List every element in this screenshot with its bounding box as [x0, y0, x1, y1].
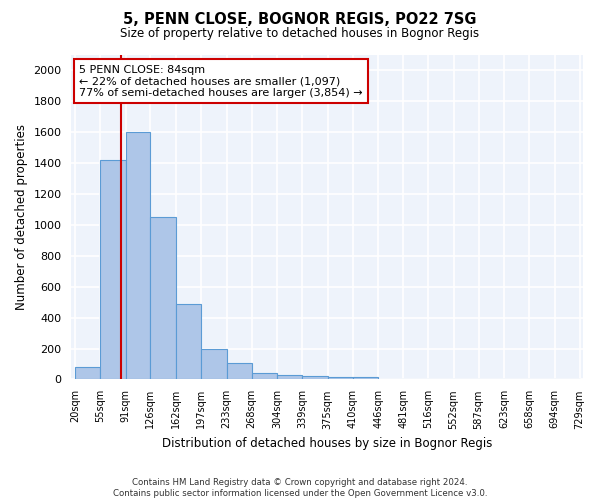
Bar	[201, 348, 227, 380]
Text: Size of property relative to detached houses in Bognor Regis: Size of property relative to detached ho…	[121, 28, 479, 40]
Bar	[125, 132, 151, 380]
Text: 5 PENN CLOSE: 84sqm
← 22% of detached houses are smaller (1,097)
77% of semi-det: 5 PENN CLOSE: 84sqm ← 22% of detached ho…	[79, 64, 363, 98]
Bar	[328, 376, 353, 380]
Y-axis label: Number of detached properties: Number of detached properties	[15, 124, 28, 310]
Text: 5, PENN CLOSE, BOGNOR REGIS, PO22 7SG: 5, PENN CLOSE, BOGNOR REGIS, PO22 7SG	[123, 12, 477, 28]
Bar	[277, 375, 302, 380]
Bar	[251, 374, 277, 380]
Bar	[151, 217, 176, 380]
Bar	[353, 376, 378, 380]
Bar	[100, 160, 125, 380]
Bar	[176, 304, 201, 380]
Bar	[227, 363, 251, 380]
Bar	[75, 367, 100, 380]
Text: Contains HM Land Registry data © Crown copyright and database right 2024.
Contai: Contains HM Land Registry data © Crown c…	[113, 478, 487, 498]
Bar	[302, 376, 328, 380]
X-axis label: Distribution of detached houses by size in Bognor Regis: Distribution of detached houses by size …	[162, 437, 493, 450]
